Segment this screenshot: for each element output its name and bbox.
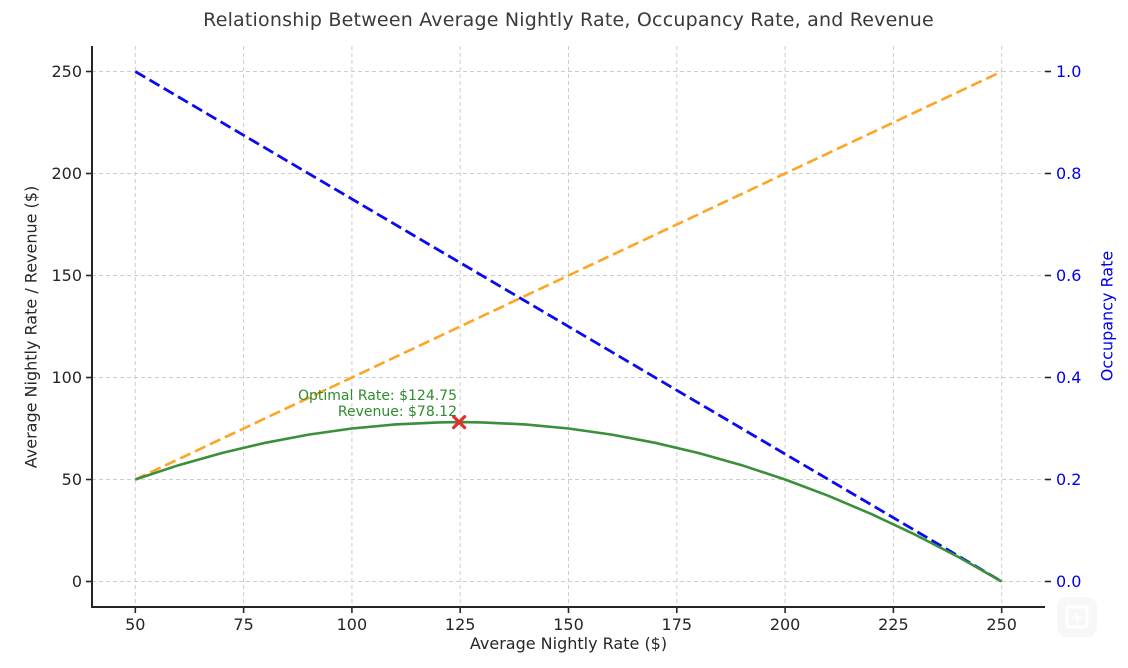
y-tick-label-right: 0.4 bbox=[1056, 368, 1081, 387]
y-tick-label-left: 100 bbox=[51, 368, 82, 387]
x-tick-label: 175 bbox=[662, 615, 693, 634]
y-tick-label-left: 200 bbox=[51, 164, 82, 183]
x-tick-label: 75 bbox=[233, 615, 253, 634]
series-revenue-line bbox=[134, 420, 1003, 583]
chart-title: Relationship Between Average Nightly Rat… bbox=[203, 9, 934, 31]
annotation-line-revenue: Revenue: $78.12 bbox=[337, 404, 457, 420]
y-axis-label-right: Occupancy Rate bbox=[1097, 250, 1117, 382]
x-tick-label: 250 bbox=[986, 615, 1017, 634]
y-tick-label-right: 1.0 bbox=[1056, 62, 1081, 81]
y-tick-label-right: 0.2 bbox=[1056, 470, 1081, 489]
x-tick-label: 125 bbox=[445, 615, 476, 634]
series-average-nightly-rate-line bbox=[134, 70, 1003, 481]
y-tick-label-right: 0.6 bbox=[1056, 266, 1081, 285]
x-axis-label: Average Nightly Rate ($) bbox=[469, 634, 668, 653]
optimal-point-marker bbox=[452, 415, 467, 430]
y-tick-label-left: 250 bbox=[51, 62, 82, 81]
series-occupancy-rate-line bbox=[134, 70, 1003, 583]
y-axis-label-left: Average Nightly Rate / Revenue ($) bbox=[21, 185, 41, 469]
x-tick-label: 200 bbox=[770, 615, 801, 634]
x-tick-label: 225 bbox=[878, 615, 909, 634]
y-tick-label-left: 0 bbox=[72, 572, 82, 591]
x-tick-label: 50 bbox=[125, 615, 145, 634]
watermark-icon bbox=[1057, 597, 1097, 637]
y-tick-label-right: 0.8 bbox=[1056, 164, 1081, 183]
x-tick-label: 100 bbox=[337, 615, 368, 634]
y-tick-label-right: 0.0 bbox=[1056, 572, 1081, 591]
annotation-line-optimal-rate: Optimal Rate: $124.75 bbox=[297, 388, 457, 404]
optimal-point-annotation: Optimal Rate: $124.75 Revenue: $78.12 bbox=[298, 388, 457, 420]
x-tick-label: 150 bbox=[553, 615, 584, 634]
y-tick-label-left: 150 bbox=[51, 266, 82, 285]
y-tick-label-left: 50 bbox=[62, 470, 82, 489]
